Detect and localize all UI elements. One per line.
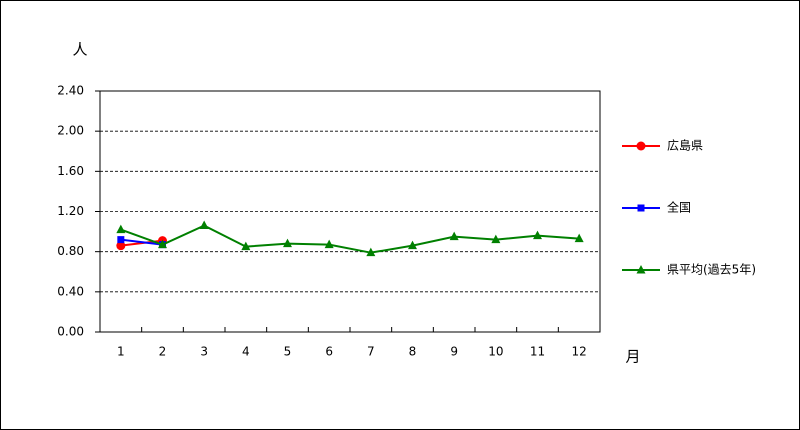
marker [574, 233, 584, 243]
y-tick-label: 0.00 [57, 325, 84, 339]
marker [158, 239, 167, 249]
y-tick-label: 2.40 [57, 84, 84, 98]
y-tick-label: 0.40 [57, 284, 84, 298]
x-tick-label: 12 [572, 345, 587, 359]
marker [636, 265, 646, 274]
marker [637, 204, 645, 212]
x-tick-label: 9 [450, 345, 458, 359]
marker [116, 241, 126, 251]
marker [116, 224, 126, 234]
x-tick-label: 10 [488, 345, 503, 359]
x-tick-label: 2 [159, 345, 167, 359]
y-axis-label: 人 [72, 41, 87, 59]
legend-label: 全国 [667, 200, 691, 215]
marker [408, 240, 417, 250]
y-tick-label: 2.00 [57, 124, 84, 138]
x-tick-label: 8 [409, 345, 417, 359]
series-line [120, 224, 580, 254]
x-tick-label: 4 [242, 345, 250, 359]
marker [636, 141, 646, 151]
y-tick-label: 1.20 [57, 204, 84, 218]
marker [241, 241, 251, 251]
x-axis-label: 月 [625, 348, 640, 366]
y-tick-label: 0.80 [57, 244, 84, 258]
x-tick-label: 1 [117, 345, 125, 359]
marker [491, 234, 501, 244]
series-line [120, 238, 163, 246]
x-tick-label: 11 [530, 345, 545, 359]
marker [199, 220, 209, 230]
y-tick-label: 1.60 [57, 164, 84, 178]
marker [283, 238, 292, 248]
marker [366, 247, 376, 257]
legend-label: 県平均(過去5年) [667, 263, 756, 277]
marker [449, 231, 459, 241]
x-tick-label: 6 [325, 345, 333, 359]
x-tick-label: 7 [367, 345, 375, 359]
x-tick-label: 3 [200, 345, 208, 359]
marker [117, 236, 125, 244]
legend-label: 広島県 [667, 138, 703, 153]
marker [533, 230, 542, 240]
x-tick-label: 5 [284, 345, 292, 359]
marker [324, 239, 334, 249]
